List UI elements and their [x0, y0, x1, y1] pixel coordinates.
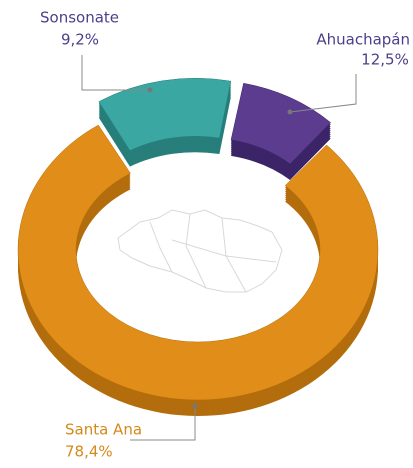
leader-line [289, 74, 357, 113]
value-label: 78,4% [65, 443, 113, 461]
leader-dot [192, 403, 198, 409]
leader-dot [287, 109, 293, 115]
slice [230, 82, 332, 180]
value-label: 12,5% [361, 51, 409, 69]
leader-dot [147, 87, 153, 93]
category-label: Ahuachapán [316, 31, 410, 49]
category-label: Santa Ana [65, 421, 142, 439]
category-label: Sonsonate [40, 9, 119, 27]
slice [98, 78, 232, 167]
slice [17, 124, 379, 416]
slice-top [17, 124, 379, 401]
slice-top [98, 78, 232, 151]
map-outline [117, 209, 283, 293]
slice-top [230, 82, 332, 165]
leader-line [130, 406, 196, 441]
value-label: 9,2% [61, 31, 99, 49]
leader-line [81, 55, 150, 91]
